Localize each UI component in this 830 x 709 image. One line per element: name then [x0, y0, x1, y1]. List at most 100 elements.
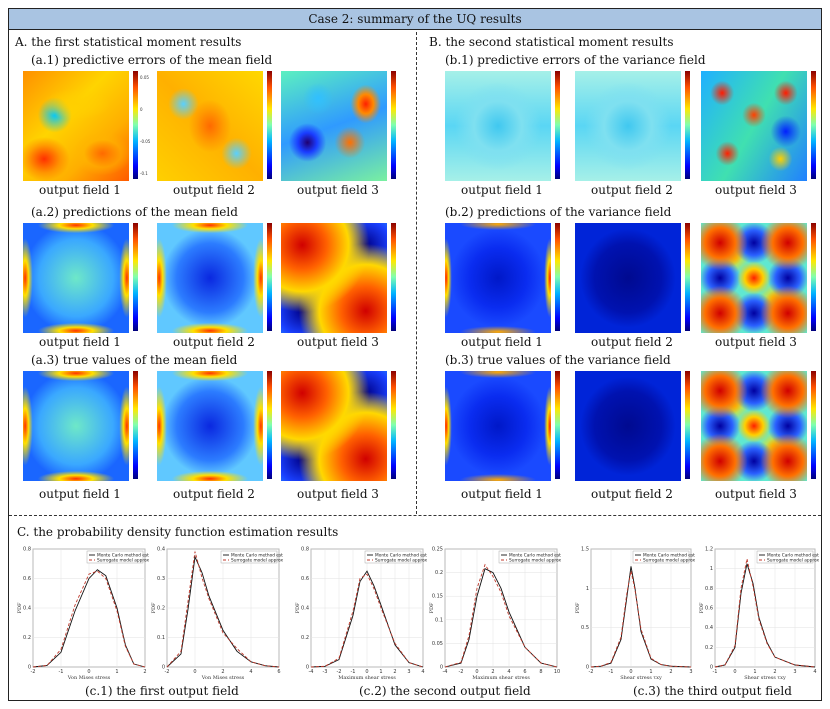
- x-tick-label: 4: [249, 669, 252, 675]
- colorbar: [811, 371, 816, 479]
- legend-sm-label: Surrogate model approximation: [375, 558, 427, 564]
- legend-sm-label: Surrogate model approximation: [509, 558, 561, 564]
- x-tick-label: -1: [609, 669, 614, 675]
- colorbar: [555, 371, 560, 479]
- y-tick-label: 0.05: [432, 641, 443, 647]
- y-tick-label: 0.2: [301, 635, 309, 641]
- x-tick-label: 6: [523, 669, 526, 675]
- colorbar: [685, 371, 690, 479]
- caption-a3-2: output field 2: [173, 487, 255, 501]
- x-tick-label: -1: [713, 669, 718, 675]
- y-tick-label: 0: [306, 665, 309, 671]
- y-tick-label: 0.4: [23, 606, 31, 612]
- x-tick-label: 0: [629, 669, 632, 675]
- figure-banner: Case 2: summary of the UQ results: [9, 9, 821, 30]
- surrogate-curve: [714, 558, 816, 668]
- y-axis-label: PDF: [699, 602, 705, 613]
- x-axis-label: Maximum shear stress: [472, 675, 530, 681]
- b3-label: (b.3) true values of the variance field: [445, 353, 671, 367]
- b2-label: (b.2) predictions of the variance field: [445, 205, 672, 219]
- a1-label: (a.1) predictive errors of the mean fiel…: [31, 53, 273, 67]
- x-tick-label: 0: [365, 669, 368, 675]
- heatmap-a3-field3: [281, 371, 387, 481]
- y-tick-label: 0.2: [157, 606, 165, 612]
- y-tick-label: 1: [710, 566, 713, 572]
- y-tick-label: 0: [162, 665, 165, 671]
- y-tick-label: 0.2: [23, 635, 31, 641]
- x-tick-label: -2: [337, 669, 342, 675]
- caption-a2-1: output field 1: [39, 335, 121, 349]
- caption-b1-3: output field 3: [715, 183, 797, 197]
- legend-box: [364, 550, 422, 564]
- x-tick-label: 0: [475, 669, 478, 675]
- colorbar: [391, 223, 396, 331]
- vertical-divider: [416, 32, 417, 514]
- caption-b1-1: output field 1: [461, 183, 543, 197]
- x-axis-label: Shear stress τxy: [620, 675, 662, 681]
- colorbar: [391, 71, 396, 179]
- x-tick-label: 4: [421, 669, 424, 675]
- y-tick-label: 0.4: [301, 606, 309, 612]
- y-tick-label: 0.6: [301, 576, 309, 582]
- x-tick-label: 1: [115, 669, 118, 675]
- colorbar-tick: -0.05: [140, 139, 151, 144]
- x-tick-label: 1: [379, 669, 382, 675]
- caption-b3-1: output field 1: [461, 487, 543, 501]
- x-tick-label: 3: [793, 669, 796, 675]
- y-tick-label: 0.15: [432, 594, 443, 600]
- legend-mc-label: Monte Carlo method estimation: [509, 553, 561, 559]
- x-tick-label: 0: [193, 669, 196, 675]
- monte-carlo-curve: [310, 570, 424, 668]
- monte-carlo-curve: [714, 563, 816, 668]
- heatmap-a2-field2: [157, 223, 263, 333]
- colorbar: [267, 371, 272, 479]
- y-axis-label: PDF: [575, 602, 581, 613]
- y-tick-label: 0.8: [23, 547, 31, 553]
- heatmap-b2-field1: [445, 223, 551, 333]
- y-axis-label: PDF: [17, 602, 23, 613]
- x-tick-label: 2: [221, 669, 224, 675]
- b1-label: (b.1) predictive errors of the variance …: [445, 53, 706, 67]
- x-tick-label: 3: [689, 669, 692, 675]
- colorbar: [685, 223, 690, 331]
- section-b-title: B. the second statistical moment results: [429, 35, 674, 49]
- colorbar: [555, 223, 560, 331]
- caption-b2-3: output field 3: [715, 335, 797, 349]
- x-tick-label: 6: [277, 669, 280, 675]
- surrogate-curve: [444, 563, 558, 668]
- y-axis-label: PDF: [151, 602, 157, 613]
- x-tick-label: -4: [309, 669, 314, 675]
- x-tick-label: -2: [459, 669, 464, 675]
- y-tick-label: 0.4: [705, 625, 713, 631]
- caption-c2: (c.2) the second output field: [359, 684, 531, 698]
- caption-a1-2: output field 2: [173, 183, 255, 197]
- caption-a2-2: output field 2: [173, 335, 255, 349]
- colorbar: [391, 371, 396, 479]
- x-tick-label: -3: [323, 669, 328, 675]
- y-tick-label: 0: [710, 665, 713, 671]
- y-tick-label: 0.8: [301, 547, 309, 553]
- heatmap-b1-field3: [701, 71, 807, 181]
- legend-mc-label: Monte Carlo method estimation: [231, 553, 283, 559]
- y-tick-label: 0.6: [705, 606, 713, 612]
- colorbar-tick: -0.1: [140, 171, 148, 176]
- heatmap-b1-field1: [445, 71, 551, 181]
- x-tick-label: 10: [554, 669, 560, 675]
- x-tick-label: -4: [443, 669, 448, 675]
- x-tick-label: 2: [491, 669, 494, 675]
- y-tick-label: 0: [586, 665, 589, 671]
- heatmap-a2-field3: [281, 223, 387, 333]
- caption-b3-2: output field 2: [591, 487, 673, 501]
- y-tick-label: 0.3: [157, 576, 165, 582]
- caption-a3-1: output field 1: [39, 487, 121, 501]
- colorbar: [811, 71, 816, 179]
- caption-b2-1: output field 1: [461, 335, 543, 349]
- section-c-title: C. the probability density function esti…: [17, 525, 339, 539]
- legend-mc-label: Monte Carlo method estimation: [767, 553, 819, 559]
- y-tick-label: 0: [28, 665, 31, 671]
- y-tick-label: 0.1: [435, 617, 443, 623]
- colorbar: [811, 223, 816, 331]
- pdf-chart-c2b: -4 -2 0 2 4 6 8 10 0 0.05 0.1 0.15 0.2 0.25 Maximum sh…: [429, 547, 561, 682]
- x-axis-label: Von Mises stress: [67, 675, 111, 681]
- x-tick-label: 0: [87, 669, 90, 675]
